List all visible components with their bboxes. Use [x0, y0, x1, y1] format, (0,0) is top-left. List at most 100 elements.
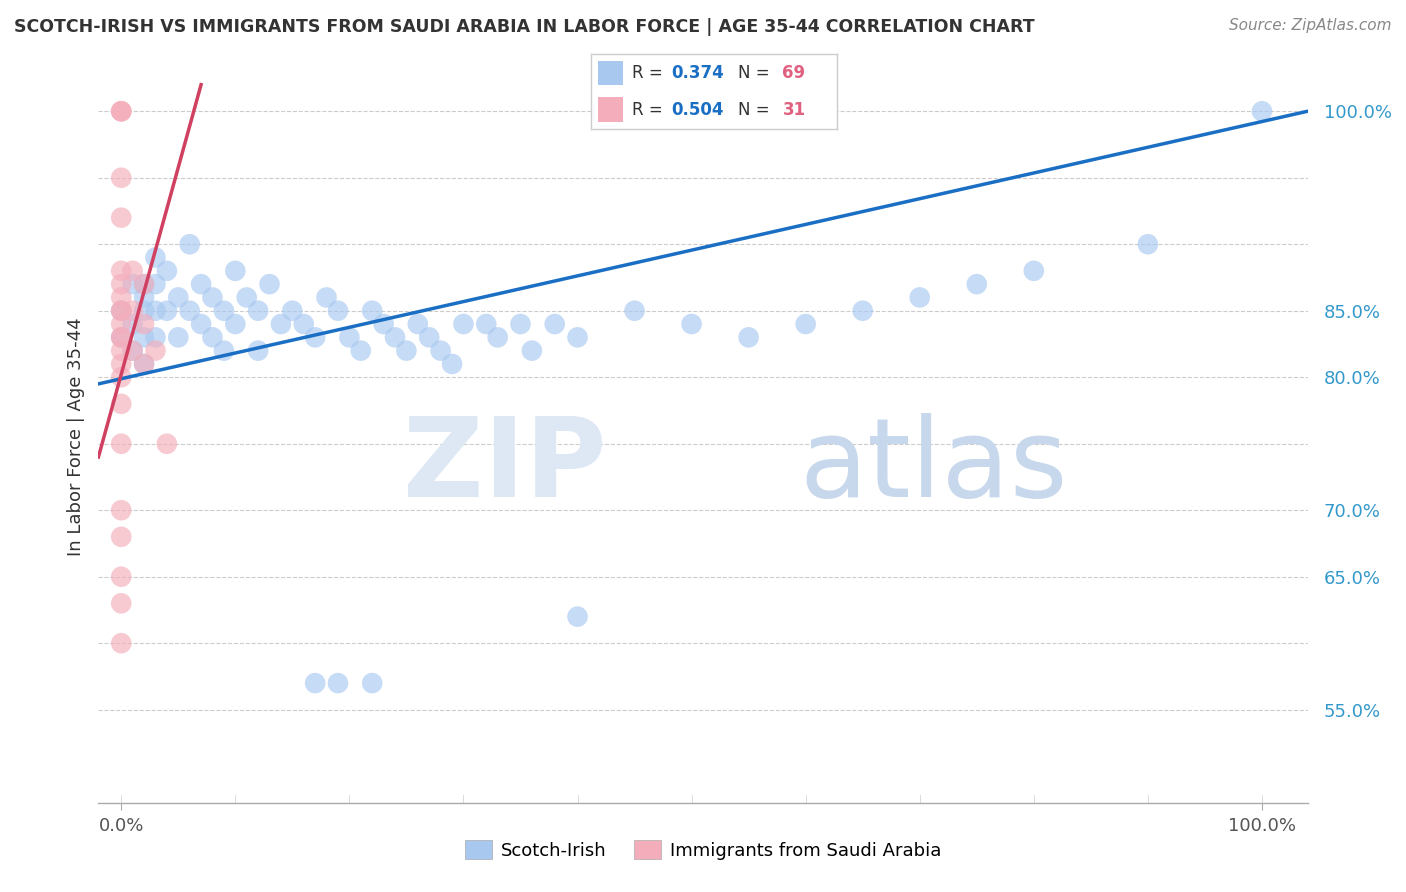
Point	[156, 436, 179, 450]
Point	[110, 436, 132, 450]
Point	[361, 303, 384, 318]
Point	[156, 303, 179, 318]
Point	[326, 303, 349, 318]
Point	[315, 290, 337, 304]
Point	[110, 290, 132, 304]
Point	[224, 317, 246, 331]
Point	[145, 343, 167, 358]
Text: atlas: atlas	[800, 413, 1069, 520]
Text: 69: 69	[782, 64, 806, 82]
Point	[337, 330, 360, 344]
Point	[132, 357, 155, 371]
Point	[179, 303, 201, 318]
Point	[567, 330, 589, 344]
Point	[110, 303, 132, 318]
Point	[418, 330, 440, 344]
Point	[132, 277, 155, 292]
Point	[794, 317, 817, 331]
Point	[132, 303, 155, 318]
Text: ZIP: ZIP	[404, 413, 606, 520]
Point	[304, 676, 326, 690]
Point	[486, 330, 509, 344]
Bar	[598, 62, 623, 86]
Point	[110, 503, 132, 517]
Point	[623, 303, 645, 318]
Point	[259, 277, 281, 292]
Point	[110, 211, 132, 225]
Y-axis label: In Labor Force | Age 35-44: In Labor Force | Age 35-44	[66, 318, 84, 557]
Point	[121, 303, 143, 318]
Point	[737, 330, 759, 344]
Point	[908, 290, 931, 304]
Point	[132, 317, 155, 331]
Point	[110, 370, 132, 384]
Point	[110, 343, 132, 358]
Point	[132, 357, 155, 371]
Point	[281, 303, 304, 318]
Point	[544, 317, 567, 331]
Point	[966, 277, 988, 292]
Point	[190, 277, 212, 292]
Point	[235, 290, 257, 304]
Point	[292, 317, 315, 331]
Point	[429, 343, 451, 358]
Point	[373, 317, 395, 331]
Bar	[598, 97, 623, 122]
Text: 0.374: 0.374	[672, 64, 724, 82]
Point	[852, 303, 875, 318]
Point	[520, 343, 543, 358]
Point	[110, 303, 132, 318]
Point	[224, 264, 246, 278]
Point	[270, 317, 292, 331]
Point	[121, 343, 143, 358]
Point	[145, 330, 167, 344]
Point	[145, 251, 167, 265]
Point	[121, 277, 143, 292]
Text: SCOTCH-IRISH VS IMMIGRANTS FROM SAUDI ARABIA IN LABOR FORCE | AGE 35-44 CORRELAT: SCOTCH-IRISH VS IMMIGRANTS FROM SAUDI AR…	[14, 18, 1035, 36]
Point	[110, 277, 132, 292]
Point	[110, 596, 132, 610]
Legend: Scotch-Irish, Immigrants from Saudi Arabia: Scotch-Irish, Immigrants from Saudi Arab…	[457, 833, 949, 867]
Point	[145, 277, 167, 292]
Point	[110, 397, 132, 411]
Point	[110, 330, 132, 344]
Point	[110, 104, 132, 119]
Point	[132, 277, 155, 292]
Point	[201, 290, 224, 304]
Point	[475, 317, 498, 331]
Point	[1022, 264, 1045, 278]
Point	[121, 317, 143, 331]
Point	[110, 636, 132, 650]
Point	[1136, 237, 1159, 252]
Point	[247, 303, 270, 318]
Point	[110, 170, 132, 185]
Point	[567, 609, 589, 624]
Point	[110, 570, 132, 584]
Point	[110, 330, 132, 344]
Point	[167, 290, 190, 304]
Point	[121, 264, 143, 278]
Point	[406, 317, 429, 331]
Point	[326, 676, 349, 690]
Text: N =: N =	[738, 64, 769, 82]
Text: 0.504: 0.504	[672, 101, 724, 119]
Point	[212, 303, 235, 318]
Point	[304, 330, 326, 344]
Text: N =: N =	[738, 101, 769, 119]
Point	[453, 317, 475, 331]
Point	[121, 343, 143, 358]
Text: 31: 31	[782, 101, 806, 119]
Point	[110, 264, 132, 278]
Point	[145, 303, 167, 318]
Text: R =: R =	[633, 64, 668, 82]
Point	[167, 330, 190, 344]
Point	[212, 343, 235, 358]
Point	[110, 530, 132, 544]
Point	[681, 317, 703, 331]
Point	[201, 330, 224, 344]
Point	[132, 330, 155, 344]
Point	[156, 264, 179, 278]
Point	[132, 290, 155, 304]
Point	[509, 317, 531, 331]
Point	[247, 343, 270, 358]
